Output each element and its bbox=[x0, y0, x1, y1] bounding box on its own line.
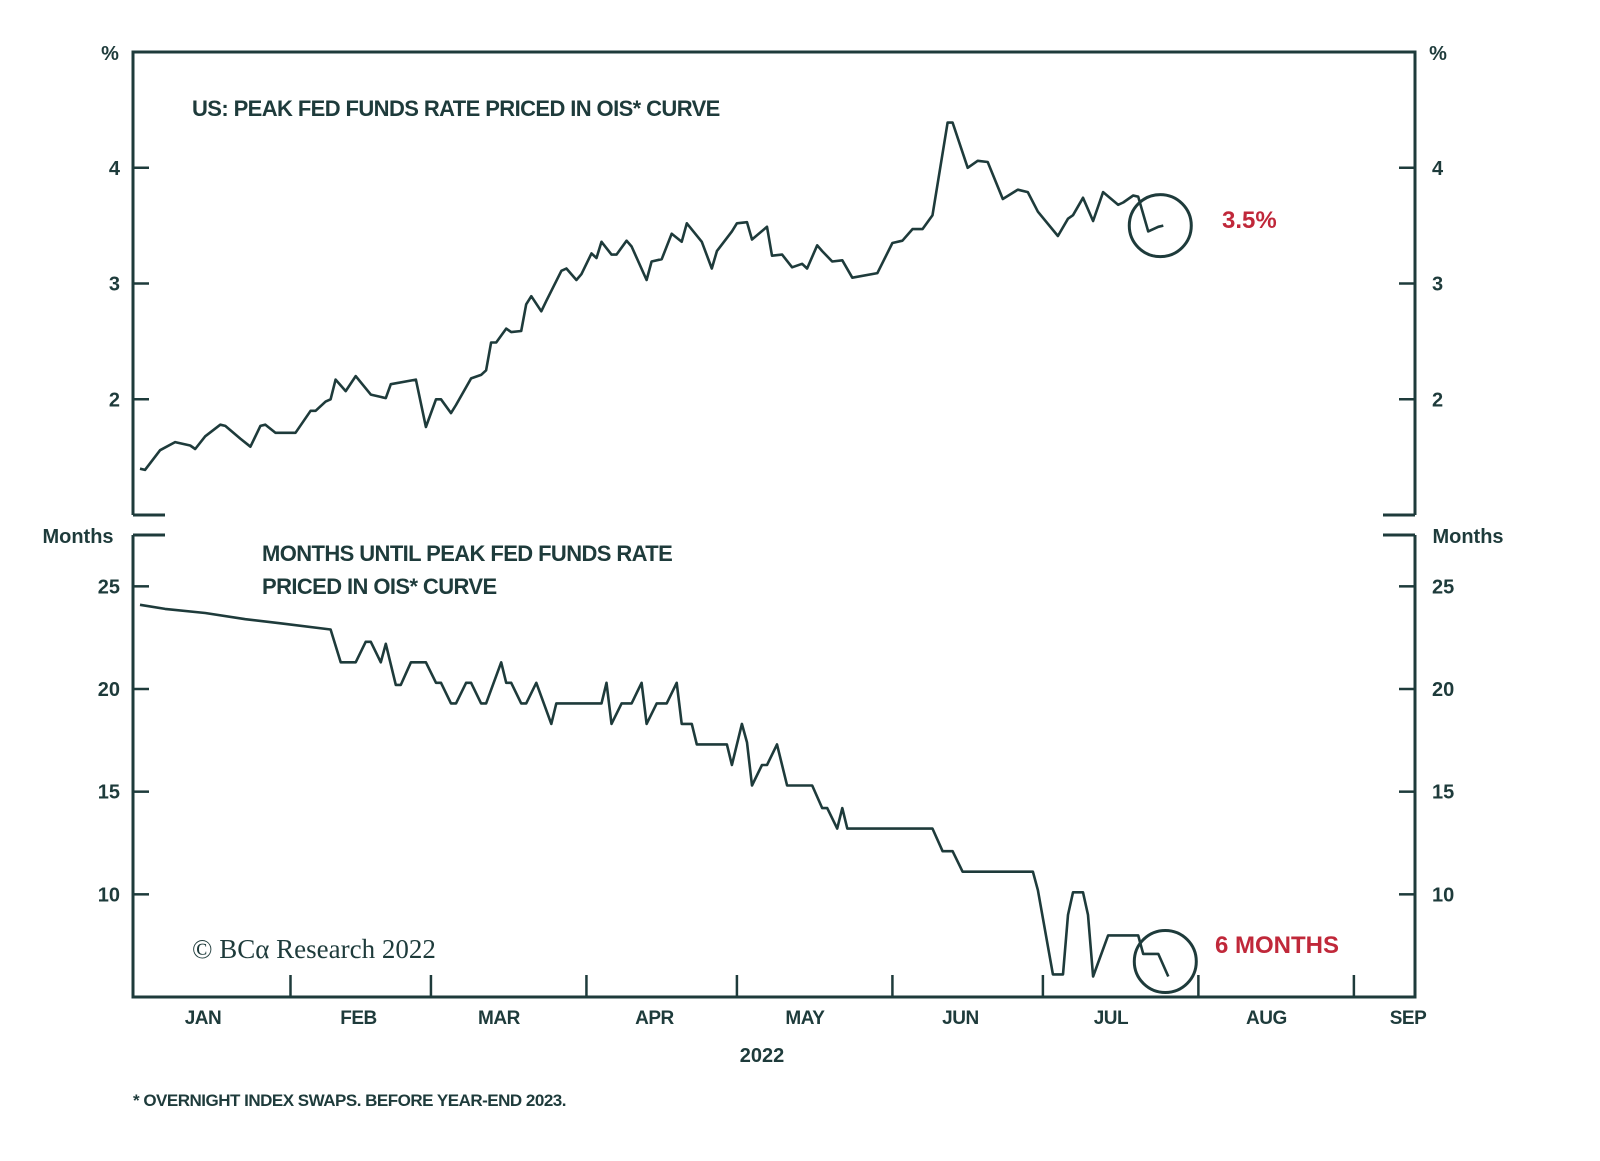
annotation-circle bbox=[1132, 928, 1198, 994]
bottom-panel-title-line1: MONTHS UNTIL PEAK FED FUNDS RATE bbox=[262, 541, 672, 566]
peak-fed-funds-line bbox=[139, 121, 1164, 472]
top-left-unit: % bbox=[101, 43, 119, 65]
y-tick-label-left: 4 bbox=[109, 158, 121, 180]
bottom-annotation-label: 6 MONTHS bbox=[1215, 932, 1339, 959]
top-annotation-label: 3.5% bbox=[1222, 207, 1277, 234]
annotation-circle bbox=[1127, 193, 1193, 259]
footnote: * OVERNIGHT INDEX SWAPS. BEFORE YEAR-END… bbox=[133, 1091, 566, 1110]
y-tick-label-left: 15 bbox=[98, 782, 120, 804]
y-tick-label-right: 15 bbox=[1432, 782, 1454, 804]
y-tick-label-left: 3 bbox=[109, 274, 120, 296]
x-axis-year: 2022 bbox=[740, 1045, 785, 1067]
x-tick-label: JUN bbox=[942, 1008, 979, 1029]
x-tick-label: MAY bbox=[785, 1008, 825, 1029]
top-panel-title: US: PEAK FED FUNDS RATE PRICED IN OIS* C… bbox=[192, 96, 720, 121]
chart-marks: 2 2 3 3 4 4 10 10 15 15 20 20 25 25 JAN FEB MAR APR MAY JUN… bbox=[98, 121, 1454, 1029]
y-tick-label-right: 3 bbox=[1432, 274, 1443, 296]
bottom-panel-title-line2: PRICED IN OIS* CURVE bbox=[262, 574, 497, 599]
bottom-right-unit: Months bbox=[1432, 526, 1503, 548]
y-tick-label-right: 20 bbox=[1432, 679, 1454, 701]
bottom-panel-border bbox=[131, 535, 1417, 999]
x-tick-label: FEB bbox=[340, 1008, 377, 1029]
x-tick-label: JAN bbox=[185, 1008, 222, 1029]
y-tick-label-left: 10 bbox=[98, 884, 120, 906]
months-until-peak-line bbox=[139, 603, 1170, 978]
y-tick-label-right: 2 bbox=[1432, 389, 1443, 411]
top-panel-border bbox=[131, 50, 1417, 515]
x-tick-label: MAR bbox=[478, 1008, 521, 1029]
y-tick-label-right: 25 bbox=[1432, 576, 1454, 598]
y-tick-label-right: 10 bbox=[1432, 884, 1454, 906]
y-tick-label-right: 4 bbox=[1432, 158, 1444, 180]
x-tick-label: JUL bbox=[1094, 1008, 1129, 1029]
y-tick-label-left: 2 bbox=[109, 389, 120, 411]
y-tick-label-left: 25 bbox=[98, 576, 120, 598]
x-tick-label: SEP bbox=[1390, 1008, 1427, 1029]
x-tick-label: APR bbox=[635, 1008, 674, 1029]
y-tick-label-left: 20 bbox=[98, 679, 120, 701]
chart-frame bbox=[131, 50, 1417, 999]
top-right-unit: % bbox=[1429, 43, 1447, 65]
copyright-logo: © BCα Research 2022 bbox=[192, 934, 436, 964]
bottom-left-unit: Months bbox=[42, 526, 113, 548]
x-tick-label: AUG bbox=[1246, 1008, 1287, 1029]
